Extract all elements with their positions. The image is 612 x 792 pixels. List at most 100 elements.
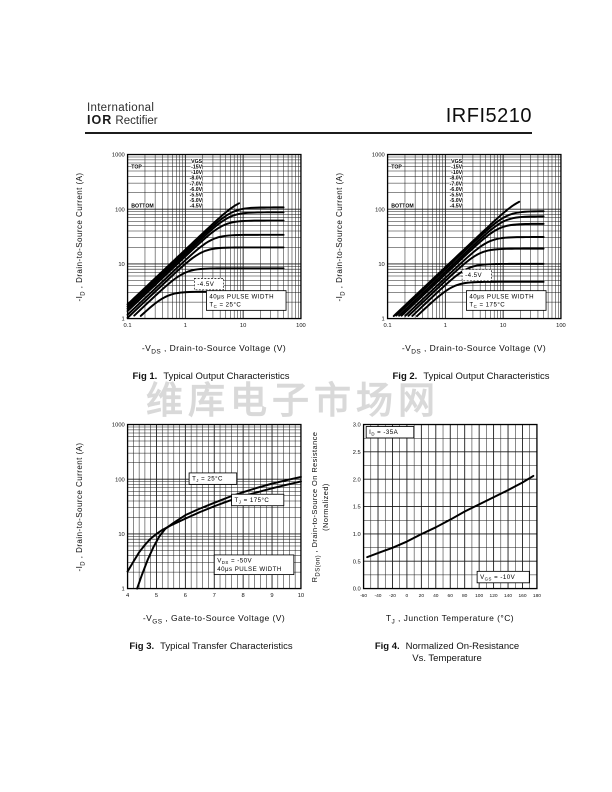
svg-text:100: 100 bbox=[115, 477, 125, 483]
figure-3-caption: Fig 3. Typical Transfer Characteristics bbox=[129, 640, 293, 652]
svg-text:10: 10 bbox=[298, 593, 304, 599]
svg-text:1.5: 1.5 bbox=[353, 505, 361, 511]
svg-text:4: 4 bbox=[126, 593, 130, 599]
svg-text:100: 100 bbox=[296, 323, 306, 329]
svg-text:9: 9 bbox=[270, 593, 273, 599]
legend-row-value: -5.0V bbox=[190, 198, 203, 204]
chart-curve bbox=[400, 222, 545, 317]
svg-text:10: 10 bbox=[378, 262, 384, 268]
chart-annotation: 40μs PULSE WIDTH bbox=[469, 293, 534, 300]
watermark-text: 维库电子市场网 bbox=[146, 379, 440, 422]
svg-text:160: 160 bbox=[518, 593, 526, 599]
svg-text:100: 100 bbox=[115, 207, 125, 213]
chart-annotation: TC = 175°C bbox=[469, 302, 505, 310]
figure-4-caption: Fig 4. Normalized On-Resistance Vs. Tempe… bbox=[374, 640, 520, 665]
figure-4-x-axis-label: TJ , Junction Temperature (°C) bbox=[385, 613, 515, 626]
figure-4-chart-area: RDS(on) , Drain-to-Source On Resistance … bbox=[310, 418, 566, 612]
svg-text:2.5: 2.5 bbox=[353, 450, 361, 456]
figure-2-x-axis-label: -VDS , Drain-to-Source Voltage (V) bbox=[401, 343, 547, 356]
legend-title: VGS bbox=[451, 159, 463, 165]
legend-row-value: -7.0V bbox=[450, 181, 463, 187]
legend-row-value: -8.0V bbox=[190, 176, 203, 182]
chart-curve bbox=[416, 280, 545, 318]
chart-annotation: -4.5V bbox=[465, 272, 482, 279]
legend-row-value: -6.0V bbox=[190, 187, 203, 193]
svg-text:0: 0 bbox=[406, 593, 409, 599]
brand-ior-mark: IOR bbox=[87, 113, 113, 128]
chart-annotation: TJ = 175°C bbox=[235, 497, 270, 505]
svg-text:0.5: 0.5 bbox=[353, 559, 361, 565]
page-header: International IOR Rectifier IRFI5210 bbox=[85, 102, 532, 134]
legend-row-value: -15V bbox=[451, 165, 463, 171]
plot-frame bbox=[126, 153, 302, 320]
svg-text:6: 6 bbox=[184, 593, 187, 599]
svg-text:8: 8 bbox=[242, 593, 245, 599]
chart-curve bbox=[126, 480, 302, 573]
legend-row-value: -5.5V bbox=[450, 192, 463, 198]
legend-row-value: -4.5V bbox=[190, 204, 203, 210]
annotation-box bbox=[206, 290, 287, 311]
plot-frame bbox=[362, 423, 538, 590]
svg-text:0.1: 0.1 bbox=[384, 323, 392, 329]
legend-row-value: -10V bbox=[191, 170, 203, 176]
figure-4-y-axis-label: RDS(on) , Drain-to-Source On Resistance … bbox=[310, 431, 331, 583]
svg-text:120: 120 bbox=[490, 593, 498, 599]
chart-curve bbox=[404, 236, 545, 317]
svg-text:10: 10 bbox=[500, 323, 506, 329]
annotation-box bbox=[365, 426, 415, 439]
svg-text:10: 10 bbox=[240, 323, 246, 329]
chart-curve bbox=[411, 262, 545, 317]
chart-curve bbox=[126, 211, 285, 310]
company-logo: International IOR Rectifier bbox=[87, 102, 158, 127]
legend-row-value: -4.5V bbox=[450, 204, 463, 210]
plot-frame bbox=[126, 423, 302, 590]
svg-text:1: 1 bbox=[444, 323, 447, 329]
svg-text:3.0: 3.0 bbox=[353, 423, 361, 429]
figure-2-y-axis-label: -ID , Drain-to-Source Current (A) bbox=[335, 172, 347, 302]
svg-text:0.1: 0.1 bbox=[124, 323, 132, 329]
figure-1-caption: Fig 1. Typical Output Characteristics bbox=[132, 370, 290, 382]
legend-row-value: -6.0V bbox=[450, 187, 463, 193]
svg-text:60: 60 bbox=[448, 593, 454, 599]
svg-text:-20: -20 bbox=[389, 593, 396, 599]
figure-1-y-axis-label: -ID , Drain-to-Source Current (A) bbox=[75, 172, 87, 302]
svg-text:80: 80 bbox=[462, 593, 468, 599]
chart-curve bbox=[398, 215, 545, 317]
legend-row-label: TOP bbox=[391, 165, 402, 171]
chart-annotation: 40μs PULSE WIDTH bbox=[217, 566, 282, 573]
plot-frame bbox=[386, 153, 562, 320]
svg-text:40: 40 bbox=[433, 593, 439, 599]
brand-line1: International bbox=[87, 102, 155, 114]
legend-row-value: -5.0V bbox=[450, 198, 463, 204]
chart-annotation: VGS = -10V bbox=[480, 574, 515, 582]
legend-title: VGS bbox=[191, 159, 203, 165]
part-number: IRFI5210 bbox=[445, 105, 532, 127]
svg-text:180: 180 bbox=[533, 593, 541, 599]
chart-curve bbox=[366, 474, 535, 559]
figure-3-y-axis-label: -ID , Drain-to-Source Current (A) bbox=[75, 442, 87, 572]
annotation-box bbox=[231, 493, 285, 507]
legend-row-value: -5.5V bbox=[190, 192, 203, 198]
svg-text:1000: 1000 bbox=[112, 153, 125, 159]
svg-text:100: 100 bbox=[556, 323, 566, 329]
figure-1-chart-area: -ID , Drain-to-Source Current (A) 0.1 1 10… bbox=[75, 148, 330, 342]
svg-text:0.0: 0.0 bbox=[353, 587, 361, 593]
svg-text:1: 1 bbox=[184, 323, 187, 329]
figure-2: -ID , Drain-to-Source Current (A) 0.1 1 10… bbox=[335, 148, 590, 383]
svg-text:2.0: 2.0 bbox=[353, 477, 361, 483]
legend-row-label: TOP bbox=[131, 165, 142, 171]
figure-3-plot: 4 5 6 7 8 9 10 1 10 100 1000 TJ = 25°C TJ = 175°C VDS… bbox=[112, 423, 304, 599]
annotation-box bbox=[461, 269, 492, 282]
chart-curve bbox=[392, 200, 521, 318]
figure-2-chart-area: -ID , Drain-to-Source Current (A) 0.1 1 10… bbox=[335, 148, 590, 342]
legend-row-label: BOTTOM bbox=[391, 204, 413, 210]
legend-row-value: -15V bbox=[191, 165, 203, 171]
chart-annotation: ID = -35A bbox=[369, 429, 398, 437]
brand-line2: IOR Rectifier bbox=[87, 113, 158, 128]
annotation-box bbox=[213, 554, 295, 576]
chart-curve bbox=[126, 246, 285, 319]
chart-curve bbox=[126, 202, 241, 306]
annotation-box bbox=[466, 290, 547, 311]
chart-annotation: TJ = 25°C bbox=[192, 476, 223, 484]
svg-text:1.0: 1.0 bbox=[353, 532, 361, 538]
